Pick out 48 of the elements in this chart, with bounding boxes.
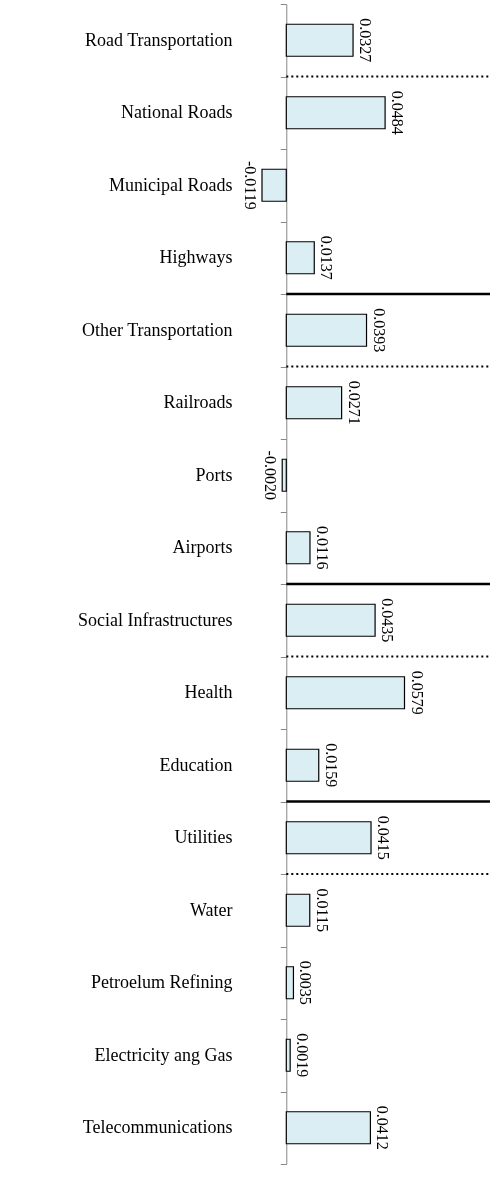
y-tick-label: Ports bbox=[195, 464, 233, 485]
y-tick-label: Other Transportation bbox=[82, 319, 233, 340]
y-tick-label: Health bbox=[184, 682, 233, 703]
data-label: 0.0116 bbox=[313, 526, 331, 570]
data-label: 0.0393 bbox=[370, 308, 388, 353]
data-label: 0.0137 bbox=[318, 235, 336, 280]
y-tick-label: Municipal Roads bbox=[109, 174, 233, 195]
y-tick-label: Petroelum Refining bbox=[91, 972, 233, 993]
data-label: 0.0415 bbox=[375, 815, 393, 860]
bar bbox=[285, 893, 311, 927]
bar bbox=[285, 241, 315, 275]
data-label: 0.0115 bbox=[313, 888, 331, 932]
y-tick-label: National Roads bbox=[121, 102, 233, 123]
bar bbox=[285, 531, 311, 565]
data-label: 0.0019 bbox=[294, 1033, 312, 1078]
bar bbox=[285, 96, 386, 130]
data-label: 0.0484 bbox=[389, 90, 407, 135]
bar bbox=[285, 676, 406, 710]
y-tick-label: Road Transportation bbox=[84, 29, 233, 50]
data-label: 0.0579 bbox=[408, 670, 426, 715]
y-tick-label: Railroads bbox=[163, 392, 233, 413]
data-label: 0.0159 bbox=[322, 743, 340, 788]
bar bbox=[285, 23, 354, 57]
y-tick-label: Social Infrastructures bbox=[78, 609, 233, 630]
data-label: 0.0435 bbox=[379, 598, 397, 643]
data-label: -0.0119 bbox=[242, 160, 259, 210]
y-tick-label: Education bbox=[159, 754, 233, 775]
bar bbox=[261, 168, 287, 202]
y-tick-label: Telecommunications bbox=[82, 1117, 233, 1138]
bar bbox=[285, 1038, 291, 1072]
bar bbox=[285, 1111, 372, 1145]
data-label: -0.0020 bbox=[262, 450, 280, 500]
bar bbox=[285, 966, 295, 1000]
bar bbox=[285, 821, 372, 855]
y-tick-label: Water bbox=[189, 899, 233, 920]
y-tick-label: Highways bbox=[159, 247, 233, 268]
data-label: 0.0412 bbox=[374, 1105, 392, 1150]
bar bbox=[285, 313, 368, 347]
data-label: 0.0271 bbox=[345, 380, 363, 425]
bar bbox=[285, 748, 320, 782]
y-tick-label: Utilities bbox=[174, 827, 233, 848]
bar bbox=[285, 603, 376, 637]
data-label: 0.0035 bbox=[297, 960, 315, 1005]
y-tick-label: Electricity ang Gas bbox=[94, 1044, 233, 1065]
bar bbox=[281, 458, 287, 492]
y-tick-label: Airports bbox=[172, 537, 233, 558]
data-label: 0.0327 bbox=[357, 18, 375, 63]
bar bbox=[285, 386, 343, 420]
